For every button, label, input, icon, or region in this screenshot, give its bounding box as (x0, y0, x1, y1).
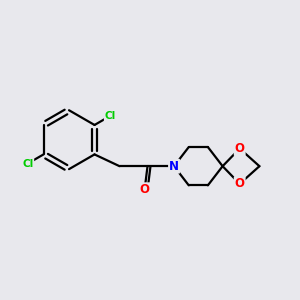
Text: Cl: Cl (22, 158, 33, 169)
Text: O: O (140, 183, 150, 196)
Text: O: O (235, 142, 245, 155)
Text: Cl: Cl (105, 111, 116, 121)
Text: N: N (169, 160, 179, 173)
Text: O: O (235, 177, 245, 190)
